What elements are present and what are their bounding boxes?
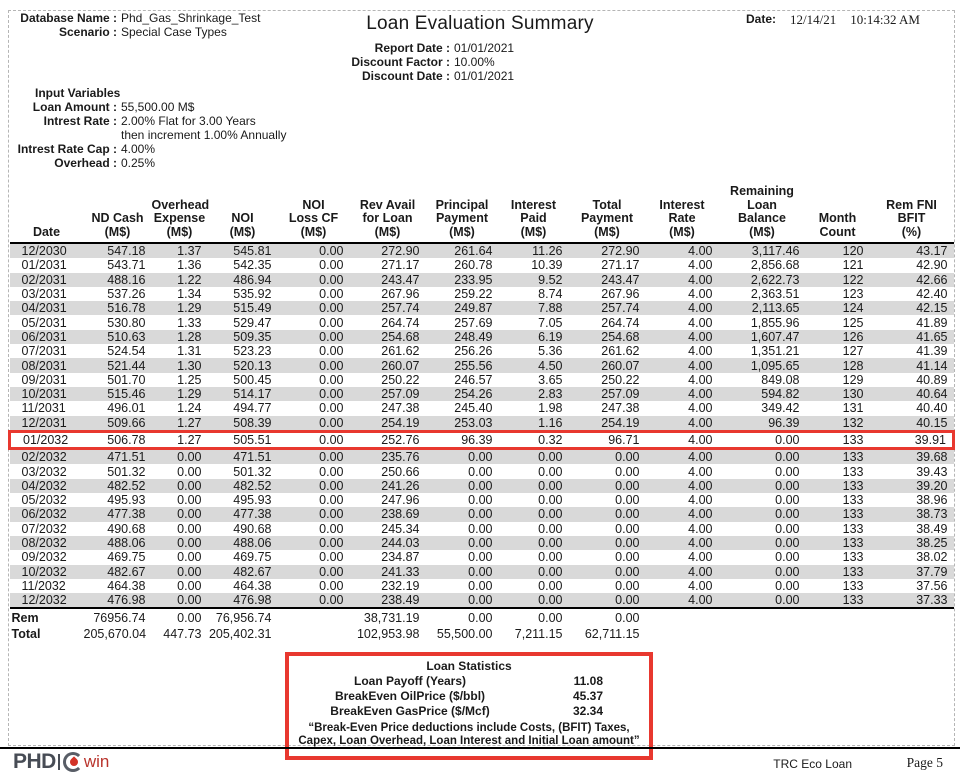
- table-row: 03/2031 537.26 1.34 535.92 0.00 267.96 259.22 8…: [21, 287, 948, 302]
- database-name-row: Database Name : Phd_Gas_Shrinkage_Test: [14, 11, 260, 25]
- table-row: 01/2031 543.71 1.36 542.35 0.00 271.17 260.78 1…: [21, 258, 948, 273]
- table-row: 03/2032 501.32 0.00 501.32 0.00 250.66 0.00 0.0…: [21, 464, 948, 479]
- report-date-row: Report Date : 01/01/2021: [280, 41, 514, 55]
- column-header: Date: [9, 185, 84, 244]
- table-row: 02/2031 488.16 1.22 486.94 0.00 243.47 233.95 9…: [9, 272, 954, 287]
- table-row: 08/2031 521.44 1.30 520.13 0.00 260.07 255.56 4…: [9, 358, 954, 373]
- footer-page-number: Page 5: [906, 755, 943, 770]
- input-variables-list: Loan Amount :55,500.00 M$ Intrest Rate :2…: [14, 100, 287, 170]
- table-row: 04/2032 482.52 0.00 482.52 0.00 241.26 0.00 0.0…: [9, 478, 954, 494]
- input-variable-row: Overhead :0.25%: [54, 156, 156, 170]
- footer-report-name: TRC Eco Loan: [773, 757, 852, 771]
- loan-statistic-row: Loan Payoff (Years) 11.08: [353, 674, 603, 688]
- input-variable-row: Loan Amount :55,500.00 M$: [32, 100, 195, 114]
- print-time-value: 10:14:32 AM: [850, 12, 920, 27]
- report-date-value: 01/01/2021: [454, 41, 515, 55]
- table-header-row: Date ND Cash (M$) Overhead Expense (M$) NOI (M$…: [9, 184, 954, 244]
- column-header: NOI (M$): [207, 185, 278, 244]
- logo-divider: [57, 754, 60, 770]
- report-meta: Report Date : 01/01/2021 Discount Factor…: [280, 41, 514, 83]
- table-row: 09/2032 469.75 0.00 469.75 0.00 234.87 0.00 0.0…: [21, 550, 948, 565]
- table-row: 06/2032 477.38 0.00 477.38 0.00 238.69 0.00 0.0…: [9, 507, 954, 522]
- discount-factor-value: 10.00%: [454, 55, 495, 69]
- database-name-value: Phd_Gas_Shrinkage_Test: [121, 11, 261, 25]
- input-variables-heading: Input Variables: [35, 86, 121, 100]
- print-date-value: 12/14/21: [790, 12, 837, 27]
- table-row: 11/2032 464.38 0.00 464.38 0.00 232.19 0.00 0.0…: [21, 578, 948, 593]
- table-body: 12/2030 547.18 1.37 545.81 0.00 272.90 261.64 1…: [8, 243, 955, 609]
- table-row: 04/2031 516.78 1.29 515.49 0.00 257.74 249.87 7…: [9, 301, 954, 316]
- column-header: Rem FNI BFIT (%): [869, 185, 954, 244]
- scenario-label: Scenario :: [58, 25, 117, 39]
- input-variables-section: Input Variables Loan Amount :55,500.00 M…: [14, 86, 287, 170]
- column-header: Rev Avail for Loan (M$): [349, 185, 426, 244]
- column-header: Interest Rate (M$): [645, 185, 719, 244]
- phdwin-logo: PHD win: [13, 751, 109, 773]
- footer-rule: [0, 747, 960, 749]
- scenario-row: Scenario : Special Case Types: [14, 25, 260, 39]
- discount-date-row: Discount Date : 01/01/2021: [280, 69, 514, 83]
- table-summary: Rem 76956.74 0.00 76,956.74 38,731.19 0.00 0.0…: [9, 607, 954, 641]
- table-row: 12/2030 547.18 1.37 545.81 0.00 272.90 261.64 1…: [9, 243, 954, 259]
- table-row: 05/2032 495.93 0.00 495.93 0.00 247.96 0.00 0.0…: [21, 493, 948, 508]
- column-header: Overhead Expense (M$): [151, 185, 209, 244]
- note-line-2: Capex, Loan Overhead, Loan Interest and …: [298, 735, 640, 747]
- table-row: 07/2031 524.54 1.31 523.23 0.00 261.62 256.26 5…: [21, 344, 948, 359]
- report-date-label: Report Date :: [374, 41, 450, 55]
- table-row: 01/2032 506.78 1.27 505.51 0.00 252.76 96.39 0.…: [8, 429, 955, 451]
- loan-statistic-row: BreakEven GasPrice ($/Mcf) 32.34: [330, 704, 603, 718]
- database-name-label: Database Name :: [20, 11, 117, 25]
- table-row: 06/2031 510.63 1.28 509.35 0.00 254.68 248.49 6…: [9, 329, 954, 345]
- table-row: 05/2031 530.80 1.33 529.47 0.00 264.74 257.69 7…: [21, 315, 948, 330]
- flame-icon: [62, 752, 83, 772]
- table-row: 07/2032 490.68 0.00 490.68 0.00 245.34 0.00 0.0…: [21, 521, 948, 536]
- print-date-label: Date:: [746, 12, 777, 26]
- loan-statistic-row: BreakEven OilPrice ($/bbl) 45.37: [334, 689, 603, 703]
- column-header: ND Cash (M$): [83, 185, 152, 244]
- logo-phd-text: PHD: [13, 750, 56, 773]
- column-header: Interest Paid (M$): [498, 185, 569, 244]
- column-header: NOI Loss CF (M$): [277, 185, 350, 244]
- loan-statistics-title: Loan Statistics: [426, 659, 512, 673]
- table-row: 08/2032 488.06 0.00 488.06 0.00 244.03 0.00 0.0…: [9, 535, 954, 551]
- logo-win-text: win: [83, 752, 110, 771]
- page-title: Loan Evaluation Summary: [366, 13, 594, 34]
- discount-factor-label: Discount Factor :: [351, 55, 450, 69]
- input-variable-row: Intrest Rate :2.00% Flat for 3.00 Years t…: [43, 114, 287, 142]
- input-variable-row: Intrest Rate Cap :4.00%: [17, 142, 156, 156]
- discount-factor-row: Discount Factor : 10.00%: [280, 55, 514, 69]
- loan-statistics-note: “Break-Even Price deductions include Cos…: [289, 722, 649, 748]
- table-row: 11/2031 496.01 1.24 494.77 0.00 247.38 245.40 1…: [21, 401, 948, 416]
- table-row: 02/2032 471.51 0.00 471.51 0.00 235.76 0.00 0.0…: [9, 448, 954, 465]
- table-header: Date ND Cash (M$) Overhead Expense (M$) NOI (M$…: [9, 184, 954, 244]
- summary-row: Total 205,670.04 447.73 205,402.31 102,953.9…: [11, 626, 640, 641]
- table-row: 12/2031 509.66 1.27 508.39 0.00 254.19 253.03 1…: [9, 415, 954, 432]
- column-header: Month Count: [805, 185, 870, 244]
- loan-statistics-list: Loan Payoff (Years) 11.08 BreakEven OilPri…: [289, 674, 649, 719]
- print-date-block: Date: 12/14/21 10:14:32 AM: [746, 12, 920, 28]
- summary-row: Rem 76956.74 0.00 76,956.74 38,731.19 0.00 0.0…: [9, 607, 954, 626]
- table-row: 12/2032 476.98 0.00 476.98 0.00 238.49 0.00 0.0…: [9, 593, 954, 609]
- loan-evaluation-table: Date ND Cash (M$) Overhead Expense (M$) NOI (M$…: [8, 184, 955, 641]
- discount-date-label: Discount Date :: [361, 69, 450, 83]
- discount-date-value: 01/01/2021: [454, 69, 515, 83]
- note-line-1: “Break-Even Price deductions include Cos…: [308, 722, 630, 734]
- column-header: Total Payment (M$): [568, 185, 646, 244]
- table-row: 09/2031 501.70 1.25 500.45 0.00 250.22 246.57 3…: [21, 372, 948, 387]
- database-meta: Database Name : Phd_Gas_Shrinkage_Test S…: [14, 11, 260, 39]
- scenario-value: Special Case Types: [121, 25, 227, 39]
- table-row: 10/2031 515.46 1.29 514.17 0.00 257.09 254.26 2…: [9, 386, 954, 402]
- column-header: Remaining Loan Balance (M$): [718, 184, 806, 244]
- table-row: 10/2032 482.67 0.00 482.67 0.00 241.33 0.00 0.0…: [9, 564, 954, 579]
- loan-statistics-box: Loan Statistics Loan Payoff (Years) 11.08…: [285, 652, 653, 760]
- column-header: Principal Payment (M$): [425, 185, 499, 244]
